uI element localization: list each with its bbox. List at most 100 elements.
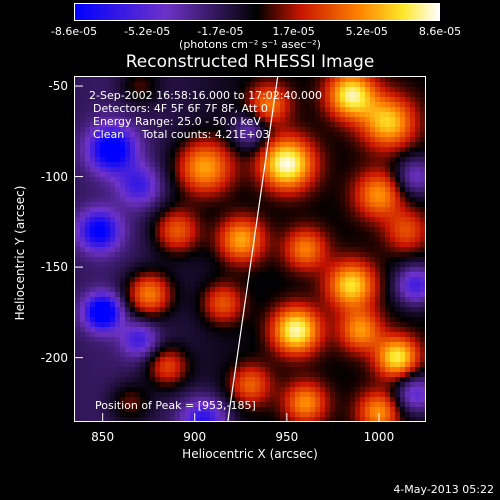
heatmap-cell <box>250 292 256 298</box>
heatmap-cell <box>130 147 136 153</box>
heatmap-cell <box>205 412 211 418</box>
heatmap-cell <box>90 102 96 108</box>
heatmap-cell <box>220 302 226 308</box>
heatmap-cell <box>380 262 386 268</box>
heatmap-cell <box>255 167 261 173</box>
heatmap-cell <box>390 352 396 358</box>
heatmap-cell <box>290 197 296 203</box>
heatmap-cell <box>195 107 201 113</box>
heatmap-cell <box>245 187 251 193</box>
heatmap-cell <box>155 322 161 328</box>
heatmap-cell <box>380 407 386 413</box>
heatmap-cell <box>160 137 166 143</box>
heatmap-cell <box>305 92 311 98</box>
heatmap-cell <box>300 357 306 363</box>
heatmap-cell <box>355 262 361 268</box>
heatmap-cell <box>375 412 381 418</box>
heatmap-cell <box>335 167 341 173</box>
heatmap-cell <box>420 177 425 183</box>
heatmap-cell <box>405 122 411 128</box>
heatmap-cell <box>370 167 376 173</box>
heatmap-cell <box>230 152 236 158</box>
heatmap-cell <box>95 257 101 263</box>
heatmap-cell <box>405 177 411 183</box>
heatmap-cell <box>385 217 391 223</box>
heatmap-cell <box>400 167 406 173</box>
heatmap-cell <box>300 252 306 258</box>
heatmap-cell <box>120 172 126 178</box>
heatmap-cell <box>370 322 376 328</box>
heatmap-cell <box>315 202 321 208</box>
heatmap-cell <box>340 282 346 288</box>
heatmap-cell <box>180 362 186 368</box>
heatmap-cell <box>225 252 231 258</box>
heatmap-cell <box>235 412 241 418</box>
heatmap-cell <box>95 122 101 128</box>
heatmap-cell <box>125 162 131 168</box>
heatmap-cell <box>250 162 256 168</box>
heatmap-cell <box>205 117 211 123</box>
heatmap-cell <box>240 397 246 403</box>
heatmap-cell <box>225 262 231 268</box>
heatmap-cell <box>325 232 331 238</box>
heatmap-cell <box>90 352 96 358</box>
heatmap-cell <box>365 202 371 208</box>
heatmap-cell <box>330 277 336 283</box>
heatmap-cell <box>150 392 156 398</box>
heatmap-cell <box>90 337 96 343</box>
heatmap-cell <box>180 127 186 133</box>
heatmap-cell <box>375 227 381 233</box>
heatmap-cell <box>100 82 106 88</box>
heatmap-cell <box>280 392 286 398</box>
heatmap-cell <box>335 137 341 143</box>
heatmap-cell <box>270 152 276 158</box>
heatmap-cell <box>345 342 351 348</box>
heatmap-cell <box>190 192 196 198</box>
heatmap-cell <box>415 212 421 218</box>
heatmap-cell <box>85 147 91 153</box>
heatmap-cell <box>305 307 311 313</box>
heatmap-cell <box>365 377 371 383</box>
heatmap-cell <box>360 162 366 168</box>
heatmap-cell <box>235 362 241 368</box>
heatmap-cell <box>380 287 386 293</box>
heatmap-cell <box>225 352 231 358</box>
heatmap-cell <box>170 167 176 173</box>
heatmap-cell <box>205 127 211 133</box>
heatmap-cell <box>125 407 131 413</box>
heatmap-cell <box>215 322 221 328</box>
heatmap-cell <box>75 172 81 178</box>
heatmap-cell <box>315 252 321 258</box>
heatmap-cell <box>155 87 161 93</box>
heatmap-cell <box>300 352 306 358</box>
heatmap-cell <box>75 217 81 223</box>
heatmap-cell <box>280 247 286 253</box>
heatmap-cell <box>280 327 286 333</box>
heatmap-cell <box>270 282 276 288</box>
heatmap-cell <box>85 202 91 208</box>
heatmap-cell <box>310 177 316 183</box>
heatmap-cell <box>230 327 236 333</box>
heatmap-cell <box>305 397 311 403</box>
heatmap-cell <box>200 282 206 288</box>
heatmap-cell <box>115 262 121 268</box>
heatmap-cell <box>395 327 401 333</box>
heatmap-cell <box>85 77 91 83</box>
heatmap-cell <box>405 347 411 353</box>
heatmap-cell <box>90 312 96 318</box>
heatmap-cell <box>360 112 366 118</box>
heatmap-cell <box>410 122 416 128</box>
heatmap-cell <box>275 107 281 113</box>
heatmap-cell <box>325 82 331 88</box>
heatmap-cell <box>340 262 346 268</box>
heatmap-cell <box>355 272 361 278</box>
heatmap-cell <box>375 132 381 138</box>
heatmap-cell <box>105 177 111 183</box>
heatmap-cell <box>285 347 291 353</box>
heatmap-cell <box>245 162 251 168</box>
heatmap-cell <box>90 192 96 198</box>
heatmap-cell <box>205 307 211 313</box>
heatmap-cell <box>330 217 336 223</box>
heatmap-cell <box>260 247 266 253</box>
heatmap-cell <box>420 127 425 133</box>
